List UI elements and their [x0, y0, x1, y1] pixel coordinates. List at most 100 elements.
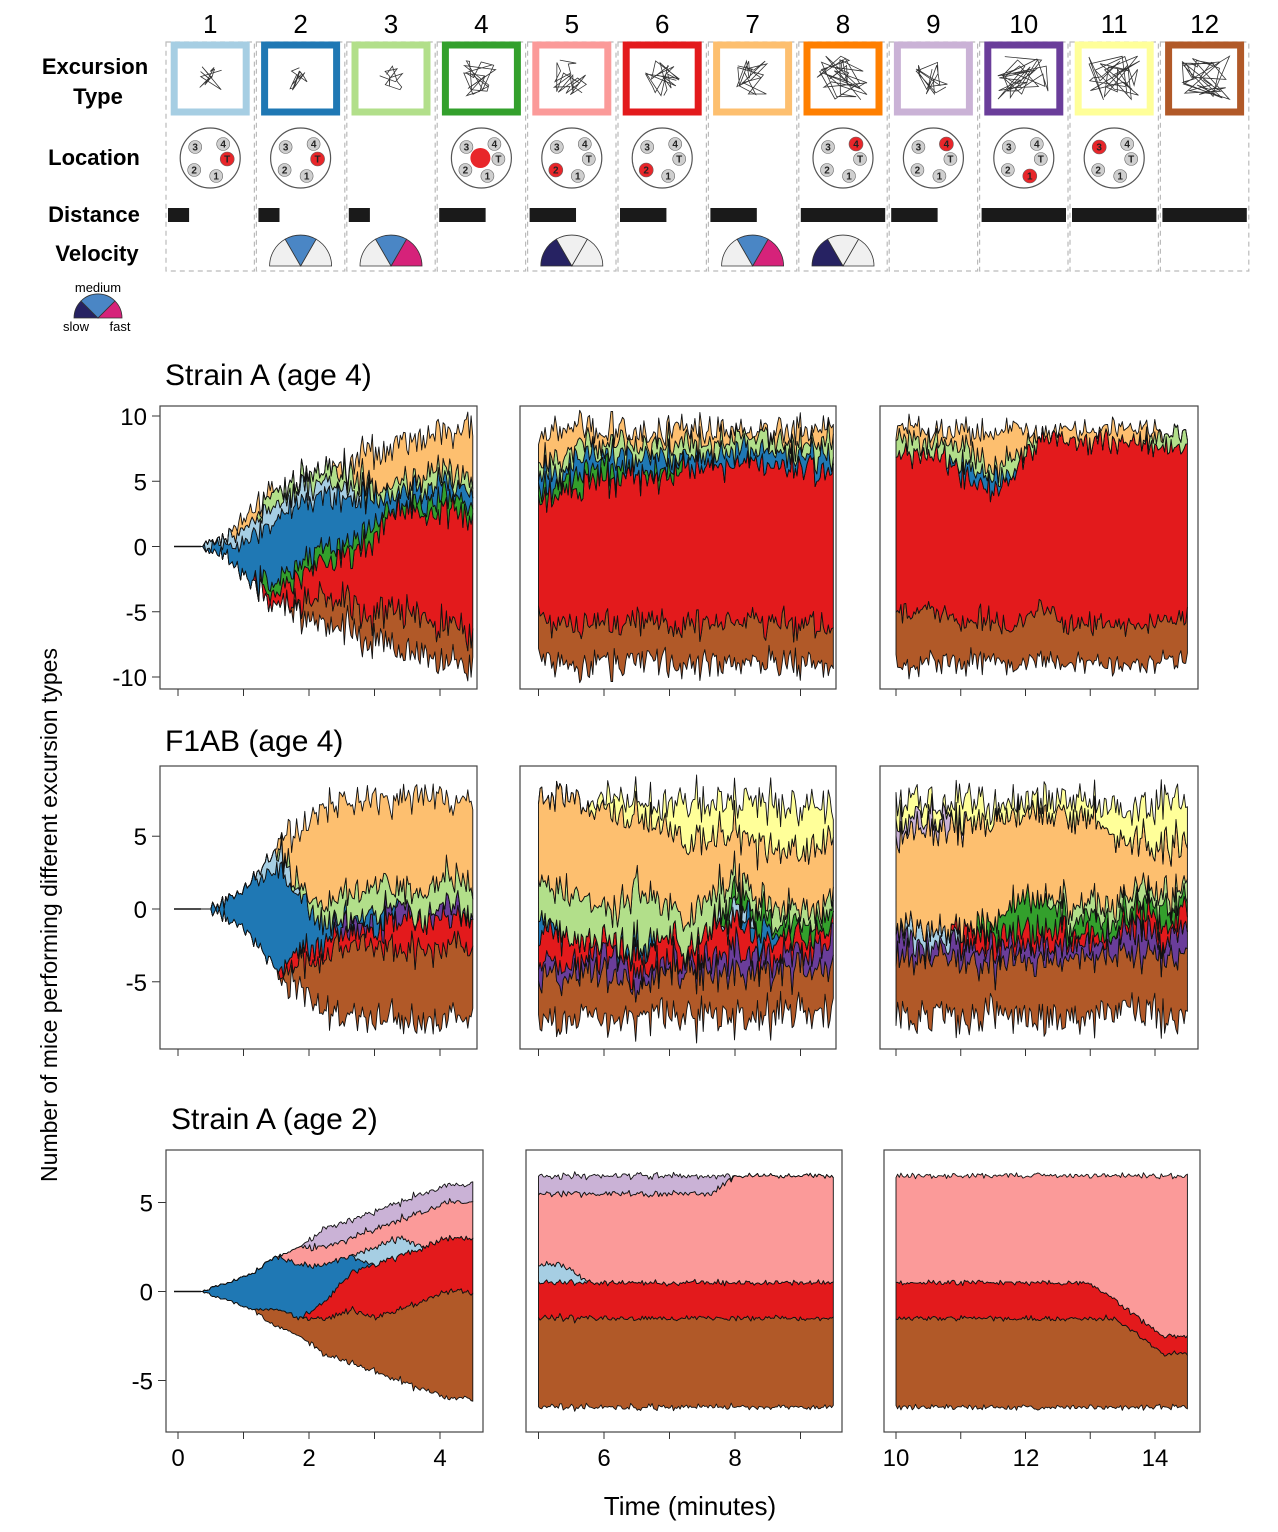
excursion-type-column: 2 1 2 3 4 T [255, 9, 346, 272]
stream-band-type-12 [538, 1312, 834, 1412]
y-tick-label: -10 [112, 665, 147, 692]
distance-bar [800, 208, 886, 222]
arena-well [853, 152, 867, 166]
arena-well [1113, 169, 1127, 183]
arena-well-label: 4 [853, 140, 859, 151]
column-dashed-frame [255, 41, 346, 272]
trajectory-path [199, 66, 222, 91]
stream-band-type-11 [538, 774, 834, 871]
stream-panels: 10 5 0 -5 -10 5 0 -5 5 0 -5 [112, 404, 1201, 1439]
velocity-row-label: Velocity [55, 241, 139, 266]
stream-band-type-7 [177, 783, 474, 913]
x-tick-label: 12 [1013, 1445, 1040, 1472]
arena-well [549, 140, 564, 154]
trajectory-path [463, 60, 497, 97]
excursion-type-column: 1 1 2 3 4 T [165, 9, 256, 272]
column-dashed-frame [707, 41, 798, 272]
arena-well-label: T [1038, 155, 1044, 166]
excursion-type-column: 8 1 2 3 4 T [798, 9, 888, 272]
distance-row-label: Distance [48, 202, 140, 227]
arena-well-label: 3 [825, 143, 831, 154]
arena-well-label: 4 [672, 140, 678, 151]
distance-bar [529, 208, 577, 222]
arena-well [848, 136, 864, 152]
arena-well-label: 1 [937, 172, 943, 183]
arena-well-label: 3 [644, 143, 650, 154]
arena-well [911, 140, 926, 154]
arena-well-label: 4 [1124, 140, 1130, 151]
arena-well-label: T [586, 155, 592, 166]
arena-well [219, 151, 235, 167]
arena-well-label: 1 [304, 172, 310, 183]
excursion-type-label-line1: Excursion [42, 54, 148, 79]
x-tick-label: 14 [1142, 1445, 1169, 1472]
arena-well-label: 2 [643, 166, 649, 177]
arena-well-label: 2 [1095, 166, 1101, 177]
excursion-type-column: 3 [346, 9, 436, 272]
distance-bar [258, 208, 280, 222]
type-number: 7 [745, 9, 759, 39]
stream-panel [883, 1149, 1201, 1439]
stream-band-type-9 [177, 1181, 474, 1292]
arena-well-label: 2 [282, 166, 288, 177]
arena-well-label: T [495, 155, 501, 166]
x-axis-label: Time (minutes) [604, 1491, 776, 1521]
y-tick-label: 5 [134, 824, 147, 851]
arena-well [577, 137, 592, 151]
distance-bar [1162, 208, 1247, 222]
stream-panel [519, 765, 837, 1056]
arena-well-label: 4 [1034, 140, 1040, 151]
arena-well-label: 3 [192, 143, 198, 154]
excursion-type-label-line2: Type [73, 84, 123, 109]
arena-well-label: T [947, 155, 953, 166]
arena-well [1030, 137, 1044, 151]
column-dashed-frame [798, 41, 888, 272]
distance-bar [710, 208, 757, 222]
arena-well-label: 1 [846, 172, 852, 183]
y-tick-label: 0 [140, 1280, 153, 1307]
trajectory-box [1165, 41, 1245, 116]
column-dashed-frame [436, 41, 527, 272]
x-tick-label: 6 [597, 1445, 610, 1472]
arena-well-label: 4 [311, 140, 317, 151]
x-tick-label: 4 [433, 1445, 446, 1472]
type-number: 6 [655, 9, 669, 39]
stream-panel [525, 1149, 843, 1439]
distance-bar [168, 208, 190, 222]
arena-well [581, 152, 596, 166]
column-dashed-frame [346, 41, 436, 272]
arena-well [1034, 152, 1048, 166]
distance-bar [891, 208, 938, 222]
velocity-key-slow-label: slow [63, 319, 90, 334]
type-number: 12 [1190, 9, 1219, 39]
stream-band-type-7 [895, 413, 1188, 484]
arena-well-label: 1 [213, 172, 219, 183]
arena-well [1022, 168, 1038, 184]
excursion-type-column: 4 1 2 3 4 T [436, 9, 527, 272]
type-number: 11 [1101, 9, 1128, 39]
arena-well-label: 3 [283, 143, 289, 154]
arena-well-label: 1 [665, 172, 671, 183]
arena-well-label: 4 [220, 140, 226, 151]
trajectory-path [644, 60, 681, 97]
velocity-key-fast-label: fast [110, 319, 131, 334]
stream-panel [519, 405, 837, 696]
arena-well [943, 152, 958, 166]
trajectory-box [441, 41, 521, 116]
arena-well-label: T [1128, 155, 1134, 166]
arena-well-label: 3 [1006, 143, 1012, 154]
type-number: 2 [293, 9, 307, 39]
arena-well [187, 163, 201, 177]
velocity-slow-wedge [811, 238, 844, 267]
arena-well [277, 163, 292, 177]
trajectory-box [351, 41, 431, 116]
velocity-slow-wedge [359, 238, 392, 267]
arena-well-label: 2 [824, 166, 830, 177]
arena-well [640, 140, 655, 154]
arena-well-label: T [315, 155, 321, 166]
y-tick-label: 0 [134, 897, 147, 924]
arena-well [216, 137, 230, 151]
arena-well [278, 140, 293, 154]
